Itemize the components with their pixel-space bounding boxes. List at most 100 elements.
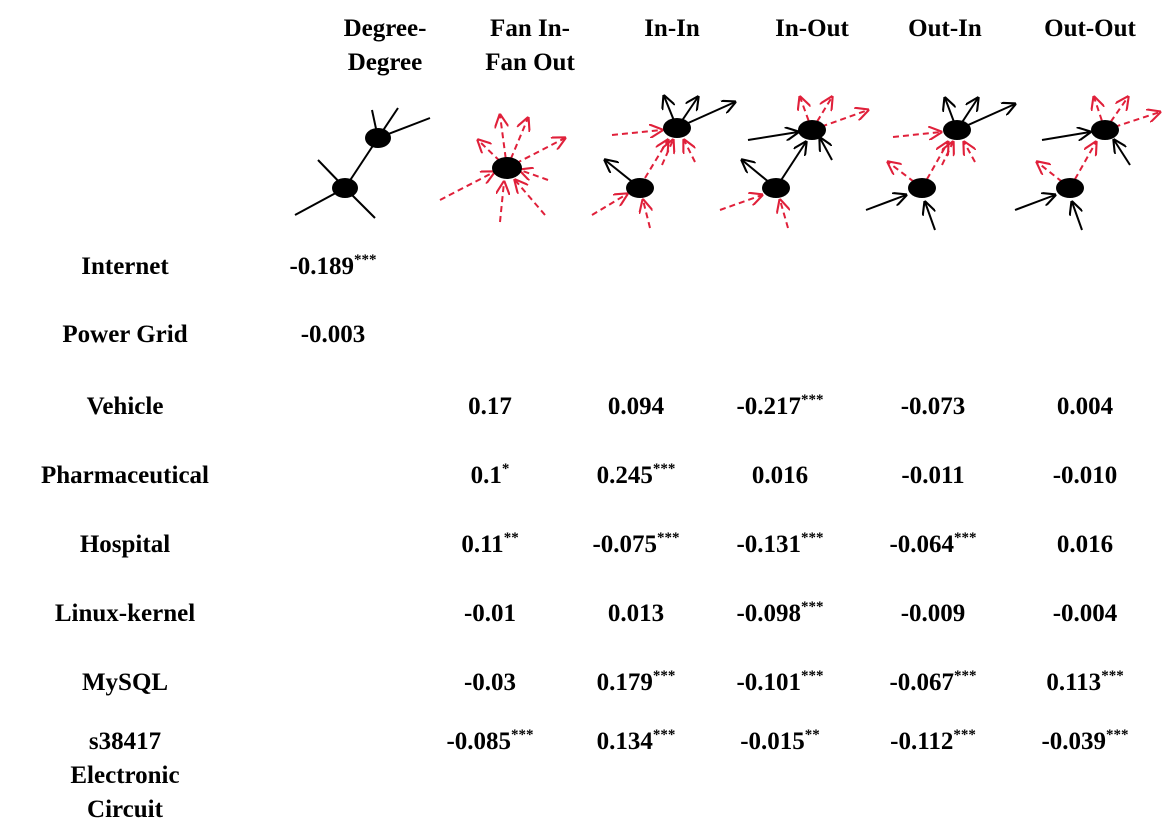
cell: -0.064***: [889, 530, 976, 558]
cell-value: -0.004: [1053, 600, 1118, 627]
row-label: Hospital: [80, 531, 170, 558]
cell: -0.112***: [890, 727, 976, 755]
cell: -0.01: [464, 600, 516, 627]
cell: -0.010: [1053, 462, 1118, 489]
cell: -0.085***: [446, 727, 533, 755]
cell-value: 0.1: [471, 462, 502, 489]
cell: -0.011: [901, 462, 964, 489]
significance: ***: [511, 727, 534, 743]
cell: -0.217***: [736, 392, 823, 420]
row-label: MySQL: [82, 669, 168, 696]
diagram-out-in: [865, 98, 1015, 231]
cell-value: -0.075: [592, 531, 657, 558]
cell-value: -0.015: [740, 728, 805, 755]
diagram-out-out: [1014, 97, 1160, 231]
cell-value: -0.101: [736, 669, 801, 696]
cell-value: -0.039: [1041, 728, 1106, 755]
cell: -0.101***: [736, 668, 823, 696]
row-label: Pharmaceutical: [41, 462, 209, 489]
cell-value: 0.134: [597, 728, 654, 755]
row-label: Linux-kernel: [55, 600, 195, 627]
diagram-in-in: [591, 96, 735, 229]
cell: -0.067***: [889, 668, 976, 696]
significance: ***: [801, 392, 824, 408]
significance: ***: [801, 530, 824, 546]
cell-value: -0.189: [289, 253, 354, 280]
cell-value: -0.067: [889, 669, 954, 696]
cell: 0.1*: [471, 461, 510, 489]
column-header: Fan Out: [485, 49, 575, 76]
row-label: Electronic: [70, 762, 179, 789]
diagram-degree-degree: [294, 107, 431, 219]
cell: 0.245***: [597, 461, 676, 489]
cell-value: 0.004: [1057, 393, 1114, 420]
significance: ***: [653, 727, 676, 743]
significance: **: [805, 727, 820, 743]
cell-value: -0.064: [889, 531, 954, 558]
cell: 0.179***: [597, 668, 676, 696]
row-label: Power Grid: [62, 321, 187, 348]
column-header: In-In: [644, 15, 700, 42]
cell: -0.03: [464, 669, 516, 696]
cell: 0.094: [608, 393, 665, 420]
cell-value: 0.11: [461, 531, 503, 558]
cell-value: 0.016: [752, 462, 808, 489]
cell: -0.009: [901, 600, 966, 627]
column-header: Degree-: [344, 15, 427, 42]
cell: -0.039***: [1041, 727, 1128, 755]
cell: 0.004: [1057, 393, 1114, 420]
cell-value: 0.094: [608, 393, 665, 420]
cell: -0.003: [301, 321, 366, 348]
diagram-in-out: [719, 97, 868, 229]
cell-value: 0.016: [1057, 531, 1113, 558]
cell: 0.134***: [597, 727, 676, 755]
significance: ***: [801, 599, 824, 615]
row-label: s38417: [89, 728, 161, 755]
cell-value: -0.03: [464, 669, 516, 696]
cell: 0.17: [468, 393, 512, 420]
cell-value: -0.01: [464, 600, 516, 627]
cell: 0.11**: [461, 530, 518, 558]
cell-value: -0.010: [1053, 462, 1118, 489]
significance: **: [504, 530, 519, 546]
cell-value: -0.009: [901, 600, 966, 627]
cell: 0.013: [608, 600, 664, 627]
diagram-fan: [439, 115, 565, 223]
cell: -0.189***: [289, 252, 376, 280]
significance: ***: [953, 727, 976, 743]
cell-value: -0.098: [736, 600, 801, 627]
diagrams: [294, 96, 1160, 231]
cell: -0.015**: [740, 727, 820, 755]
significance: ***: [1101, 668, 1124, 684]
cell: 0.016: [752, 462, 808, 489]
cell: -0.004: [1053, 600, 1118, 627]
significance: ***: [653, 668, 676, 684]
significance: ***: [954, 668, 977, 684]
significance: ***: [653, 461, 676, 477]
column-header: Out-Out: [1044, 15, 1136, 42]
row-label: Internet: [81, 253, 169, 280]
significance: ***: [1106, 727, 1129, 743]
cell: 0.016: [1057, 531, 1113, 558]
cell: -0.131***: [736, 530, 823, 558]
significance: *: [502, 461, 510, 477]
row-label: Circuit: [87, 796, 164, 821]
cell-value: -0.085: [446, 728, 511, 755]
column-header: Degree: [348, 49, 423, 76]
cell-value: -0.131: [736, 531, 801, 558]
significance: ***: [801, 668, 824, 684]
cell: 0.113***: [1046, 668, 1123, 696]
cell-value: -0.073: [901, 393, 966, 420]
column-header: In-Out: [775, 15, 849, 42]
cell: -0.073: [901, 393, 966, 420]
cell-value: 0.013: [608, 600, 664, 627]
cell-value: 0.17: [468, 393, 512, 420]
cell-value: 0.245: [597, 462, 653, 489]
column-header: Fan In-: [490, 15, 570, 42]
cell-value: 0.179: [597, 669, 653, 696]
row-label: Vehicle: [87, 393, 164, 420]
cell: -0.098***: [736, 599, 823, 627]
column-header: Out-In: [908, 15, 982, 42]
significance: ***: [954, 530, 977, 546]
